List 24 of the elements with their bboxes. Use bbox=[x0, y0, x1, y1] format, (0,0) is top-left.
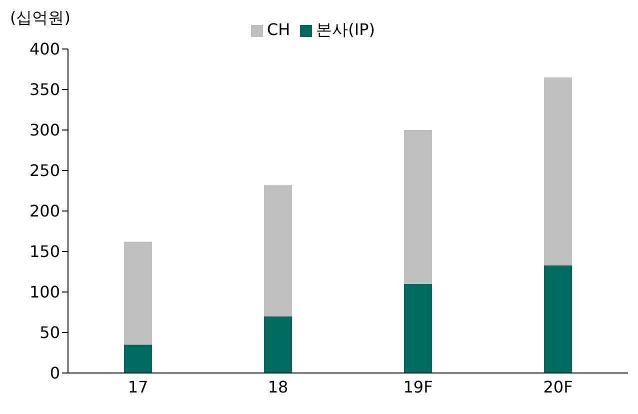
bar bbox=[544, 265, 572, 373]
bar bbox=[124, 242, 152, 345]
x-tick-label: 20F bbox=[543, 377, 573, 396]
x-tick-label: 17 bbox=[128, 377, 148, 396]
y-tick-label: 350 bbox=[29, 80, 60, 100]
y-tick-label: 100 bbox=[29, 282, 60, 302]
bar bbox=[544, 77, 572, 266]
x-tick-label: 18 bbox=[268, 377, 288, 396]
bar bbox=[264, 185, 292, 316]
y-tick-label: 400 bbox=[29, 40, 60, 59]
y-axis-title: (십억원) bbox=[10, 8, 70, 29]
y-tick-label: 50 bbox=[40, 323, 60, 342]
bar bbox=[124, 344, 152, 373]
x-tick-label: 19F bbox=[403, 377, 433, 396]
legend-label: 본사(IP) bbox=[316, 20, 376, 39]
y-tick-label: 150 bbox=[29, 242, 60, 262]
bar bbox=[404, 130, 432, 284]
legend-label: CH bbox=[266, 20, 290, 39]
y-tick-label: 0 bbox=[50, 364, 60, 383]
bar bbox=[264, 316, 292, 373]
bar bbox=[404, 284, 432, 373]
y-tick-label: 250 bbox=[29, 161, 60, 180]
y-tick-label: 300 bbox=[29, 120, 60, 140]
y-tick-label: 200 bbox=[29, 202, 60, 221]
